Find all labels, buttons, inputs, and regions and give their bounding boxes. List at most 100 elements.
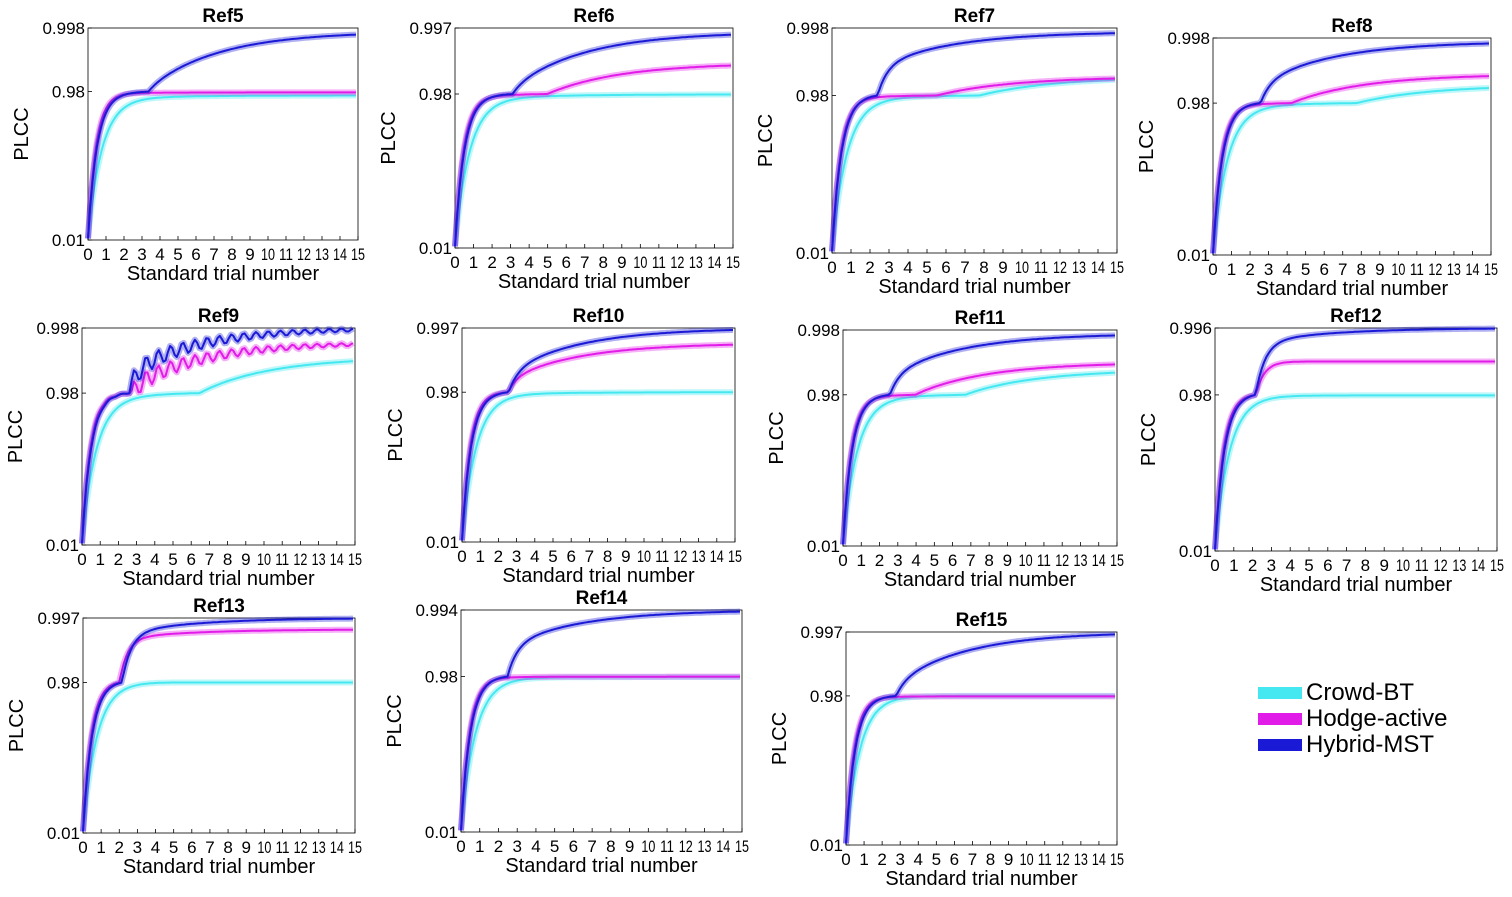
x-tick-label: 12	[679, 837, 693, 856]
x-tick-label: 8	[603, 547, 612, 566]
x-tick-label: 8	[979, 258, 988, 277]
y-tick-label: 0.996	[1169, 319, 1212, 338]
x-tick-label: 14	[710, 547, 724, 566]
x-tick-label: 15	[348, 550, 362, 569]
series-band-hybrid-mst	[80, 615, 354, 832]
x-tick-label: 14	[1465, 260, 1479, 279]
x-tick-label: 6	[1319, 260, 1328, 279]
legend-label-hodge-active: Hodge-active	[1306, 705, 1448, 732]
axes-box	[831, 27, 1118, 254]
x-tick-label: 14	[1471, 556, 1485, 575]
x-tick-label: 5	[932, 850, 941, 869]
x-tick-label: 3	[895, 850, 904, 869]
series-line-hodge-active	[87, 91, 356, 239]
y-tick-label: 0.01	[419, 239, 452, 258]
x-tick-label: 6	[569, 837, 578, 856]
x-tick-label: 12	[1056, 850, 1070, 869]
series-band-hybrid-mst	[79, 325, 355, 544]
x-tick-label: 8	[1361, 556, 1370, 575]
x-tick-label: 5	[173, 245, 182, 264]
x-tick-label: 4	[530, 547, 539, 566]
x-tick-label: 2	[119, 245, 128, 264]
x-tick-label: 7	[205, 838, 214, 857]
series-band-crowd-bt	[843, 692, 1116, 844]
series-line-crowd-bt	[454, 93, 731, 247]
y-tick-label: 0.01	[796, 244, 829, 263]
y-axis-label: PLCC	[1136, 120, 1158, 173]
y-axis-label: PLCC	[6, 699, 28, 752]
x-tick-label: 7	[1342, 556, 1351, 575]
x-tick-label: 14	[330, 550, 344, 569]
x-tick-label: 3	[1264, 260, 1273, 279]
y-tick-label: 0.998	[42, 19, 85, 38]
x-tick-label: 1	[1229, 556, 1238, 575]
x-tick-label: 11	[1034, 258, 1048, 277]
y-tick-label: 0.998	[786, 19, 829, 38]
x-tick-label: 13	[315, 245, 329, 264]
y-tick-label: 0.01	[1177, 246, 1210, 265]
x-tick-label: 1	[95, 550, 104, 569]
y-axis-label: PLCC	[385, 408, 407, 461]
x-tick-label: 4	[1282, 260, 1291, 279]
x-tick-label: 3	[132, 550, 141, 569]
x-tick-label: 2	[115, 838, 124, 857]
series-band-hybrid-mst	[829, 30, 1116, 252]
series-line-crowd-bt	[831, 78, 1116, 252]
x-tick-label: 4	[911, 551, 920, 570]
series-band-hybrid-mst	[85, 31, 357, 239]
x-tick-label: 7	[580, 253, 589, 272]
y-tick-label: 0.998	[797, 321, 840, 340]
x-tick-label: 3	[512, 837, 521, 856]
x-tick-label: 8	[599, 253, 608, 272]
x-tick-label: 0	[827, 258, 836, 277]
x-axis-label: Standard trial number	[122, 568, 315, 590]
series-line-hybrid-mst	[1214, 327, 1495, 550]
x-tick-label: 13	[1072, 258, 1086, 277]
x-tick-label: 11	[1415, 556, 1429, 575]
series-line-crowd-bt	[842, 371, 1116, 545]
y-tick-label: 0.01	[46, 536, 79, 555]
x-tick-label: 13	[692, 547, 706, 566]
series-line-crowd-bt	[87, 94, 356, 239]
x-tick-label: 13	[698, 837, 712, 856]
panel-title: Ref10	[573, 306, 625, 327]
y-tick-label: 0.01	[1179, 542, 1212, 561]
panel-title: Ref15	[956, 610, 1008, 631]
axes-box	[82, 617, 356, 834]
x-tick-label: 5	[922, 258, 931, 277]
x-tick-label: 8	[223, 838, 232, 857]
x-tick-label: 1	[846, 258, 855, 277]
x-tick-label: 3	[884, 258, 893, 277]
x-tick-label: 13	[1073, 551, 1087, 570]
x-tick-label: 6	[941, 258, 950, 277]
x-tick-label: 1	[857, 551, 866, 570]
x-tick-label: 8	[986, 850, 995, 869]
series-band-crowd-bt	[459, 389, 734, 541]
x-tick-label: 9	[621, 547, 630, 566]
y-tick-label: 0.998	[1167, 29, 1210, 48]
series-band-hodge-active	[80, 626, 354, 832]
x-tick-label: 12	[673, 547, 687, 566]
x-tick-label: 12	[297, 245, 311, 264]
x-tick-label: 15	[1110, 551, 1124, 570]
y-tick-label: 0.01	[426, 533, 459, 552]
legend-label-crowd-bt: Crowd-BT	[1306, 679, 1415, 706]
legend-swatch-hodge-active	[1258, 713, 1302, 725]
x-tick-label: 12	[670, 253, 684, 272]
x-tick-label: 8	[984, 551, 993, 570]
axes-box	[81, 327, 356, 546]
series-line-hybrid-mst	[82, 617, 353, 832]
x-tick-label: 11	[275, 550, 289, 569]
x-tick-label: 15	[1490, 556, 1504, 575]
y-tick-label: 0.01	[52, 231, 85, 250]
x-tick-label: 3	[893, 551, 902, 570]
series-line-hodge-active	[845, 695, 1115, 844]
x-tick-label: 13	[1452, 556, 1466, 575]
x-axis-label: Standard trial number	[505, 855, 698, 877]
